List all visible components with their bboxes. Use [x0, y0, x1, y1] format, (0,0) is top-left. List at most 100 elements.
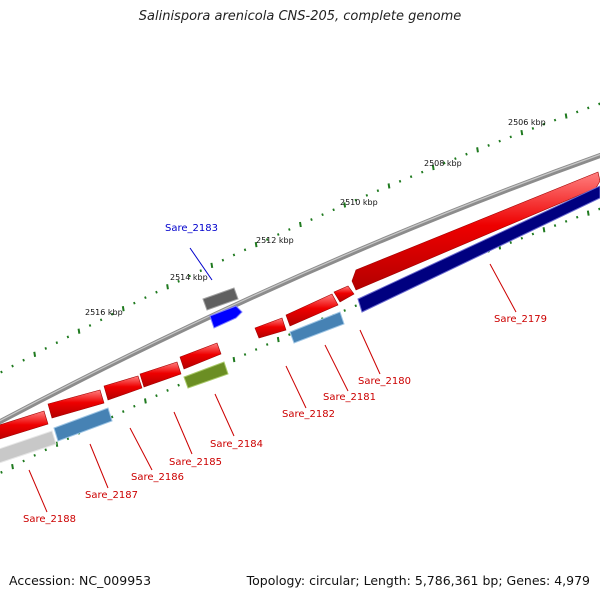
cds-sare-2183[interactable]	[209, 305, 243, 329]
inner-ruler-minor-tick	[564, 219, 568, 223]
ruler-labels: 2506 kbp 2508 kbp 2510 kbp 2512 kbp 2514…	[85, 118, 546, 317]
inner-ruler-minor-tick	[110, 415, 114, 419]
gene-label-sare-2181[interactable]: Sare_2181	[323, 392, 376, 403]
inner-ruler-minor-tick	[354, 304, 358, 308]
inner-ruler-major-tick	[276, 336, 280, 343]
inner-ruler-minor-tick	[243, 353, 247, 356]
ruler-minor-tick	[243, 248, 247, 252]
inner-ruler-minor-tick	[343, 309, 346, 312]
inner-ruler-minor-tick	[265, 343, 269, 346]
ruler-minor-tick	[22, 358, 25, 362]
inner-ruler-minor-tick	[166, 389, 169, 392]
gene-label-sare-2185[interactable]: Sare_2185	[169, 457, 222, 468]
gene-label-sare-2183[interactable]: Sare_2183	[165, 223, 218, 234]
ruler-label: 2516 kbp	[85, 308, 123, 317]
inner-ruler-minor-tick	[44, 448, 48, 452]
ruler-minor-tick	[133, 301, 136, 305]
cds-sare-2182[interactable]	[254, 317, 287, 339]
ruler-major-tick	[77, 328, 81, 334]
inner-ruler-minor-tick	[122, 410, 125, 413]
inner-ruler-major-tick	[542, 227, 546, 233]
ruler-major-tick	[33, 351, 37, 357]
ruler-minor-tick	[277, 233, 280, 236]
ruler-label: 2510 kbp	[340, 198, 378, 207]
ruler-minor-tick	[199, 269, 203, 273]
ruler-minor-tick	[409, 175, 413, 179]
ruler-minor-tick	[232, 253, 236, 257]
inner-ruler-minor-tick	[66, 437, 70, 441]
ruler-minor-tick	[509, 135, 513, 139]
ruler-minor-tick	[553, 118, 557, 122]
inner-ruler-minor-tick	[177, 383, 180, 387]
ruler-minor-tick	[88, 324, 92, 327]
inner-ruler-minor-tick	[22, 459, 25, 463]
inner-ruler-minor-tick	[155, 394, 158, 398]
cds-sare-2183-gray[interactable]	[202, 287, 239, 311]
inner-ruler-major-tick	[11, 463, 14, 470]
ruler-minor-tick	[454, 157, 457, 161]
cds-sare-2185[interactable]	[139, 361, 182, 388]
cds-sare-2181[interactable]	[285, 293, 339, 327]
ruler-major-tick	[299, 221, 302, 228]
map-title: Salinispora arenicola CNS-205, complete …	[138, 9, 462, 24]
inner-ruler-minor-tick	[288, 333, 291, 337]
inner-ruler-major-tick	[144, 398, 147, 404]
ruler-major-tick	[564, 113, 568, 119]
inner-ruler-minor-tick	[509, 241, 513, 244]
ruler-minor-tick	[11, 364, 14, 368]
ruler-minor-tick	[587, 106, 590, 110]
cds-sare-2188[interactable]	[0, 430, 57, 466]
cds-sare-2187-fwd[interactable]	[47, 389, 105, 419]
inner-ruler-minor-tick	[133, 404, 136, 408]
accession-text: Accession: NC_009953	[9, 573, 152, 588]
ruler-minor-tick	[542, 122, 546, 126]
gene-label-sare-2179[interactable]: Sare_2179	[494, 314, 547, 325]
ruler-minor-tick	[188, 274, 191, 278]
cds-sare-2184[interactable]	[183, 361, 229, 389]
cds-sare-2181-rev[interactable]	[289, 311, 345, 344]
inner-ruler-major-tick	[586, 210, 590, 216]
ruler-minor-tick	[487, 144, 490, 147]
cds-sare-2180[interactable]	[333, 285, 355, 303]
ruler-minor-tick	[443, 161, 446, 165]
genome-backbone-highlight	[0, 153, 600, 422]
ruler-label: 2512 kbp	[256, 236, 294, 245]
ruler-label: 2508 kbp	[424, 159, 462, 168]
label-leader-lines	[28, 247, 517, 513]
ruler-minor-tick	[531, 126, 535, 130]
gene-label-sare-2188[interactable]: Sare_2188	[23, 514, 76, 525]
ruler-minor-tick	[310, 218, 313, 221]
ruler-minor-tick	[110, 312, 114, 316]
gene-label-sare-2182[interactable]: Sare_2182	[282, 409, 335, 420]
genome-summary-text: Topology: circular; Length: 5,786,361 bp…	[246, 573, 590, 588]
cds-sare-2187[interactable]	[53, 407, 113, 442]
ruler-minor-tick	[144, 296, 147, 300]
cds-sare-2179-row1[interactable]	[351, 171, 600, 291]
ruler-minor-tick	[420, 170, 424, 174]
gene-label-sare-2184[interactable]: Sare_2184	[210, 439, 263, 450]
ruler-label: 2514 kbp	[170, 273, 208, 282]
gene-label-sare-2180[interactable]: Sare_2180	[358, 376, 411, 387]
genome-backbone	[0, 152, 600, 425]
ruler-major-tick	[166, 284, 169, 290]
inner-ruler-minor-tick	[553, 224, 557, 227]
cds-sare-2184-fwd[interactable]	[179, 342, 222, 370]
ruler-major-tick	[431, 164, 435, 171]
cds-sare-2188-fwd[interactable]	[0, 410, 49, 442]
ruler-minor-tick	[221, 258, 225, 262]
ruler-minor-tick	[66, 335, 70, 339]
gene-label-sare-2187[interactable]: Sare_2187	[85, 490, 138, 501]
gene-label-sare-2186[interactable]: Sare_2186	[131, 472, 184, 483]
inner-ruler-major-tick	[232, 356, 236, 363]
ruler-minor-tick	[354, 198, 358, 202]
ruler-minor-tick	[365, 193, 369, 197]
ruler-minor-tick	[575, 110, 579, 114]
ruler-major-tick	[476, 147, 479, 153]
cds-sare-2179[interactable]	[357, 185, 600, 313]
cds-sare-2186[interactable]	[103, 375, 143, 401]
ruler-minor-tick	[265, 238, 269, 241]
inner-ruler-minor-tick	[520, 236, 524, 240]
inner-ruler-minor-tick	[33, 453, 36, 457]
